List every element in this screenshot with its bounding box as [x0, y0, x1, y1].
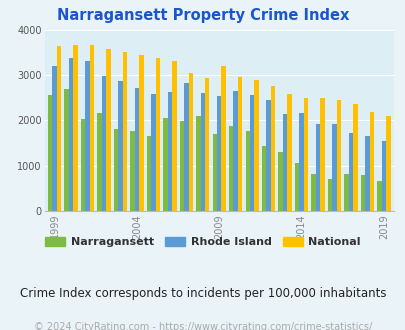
Bar: [48, 95, 52, 211]
Bar: [68, 58, 73, 211]
Bar: [261, 146, 266, 211]
Bar: [360, 175, 364, 211]
Bar: [151, 94, 155, 211]
Bar: [102, 76, 106, 211]
Bar: [200, 93, 205, 211]
Bar: [196, 116, 200, 211]
Bar: [320, 98, 324, 211]
Bar: [118, 81, 122, 211]
Bar: [233, 91, 237, 211]
Bar: [64, 89, 68, 211]
Bar: [376, 181, 381, 211]
Bar: [228, 126, 233, 211]
Bar: [183, 83, 188, 211]
Bar: [106, 49, 110, 211]
Bar: [221, 66, 225, 211]
Bar: [179, 121, 183, 211]
Bar: [245, 131, 249, 211]
Bar: [73, 45, 77, 211]
Bar: [134, 88, 139, 211]
Bar: [282, 114, 287, 211]
Text: Crime Index corresponds to incidents per 100,000 inhabitants: Crime Index corresponds to incidents per…: [20, 287, 385, 300]
Bar: [85, 61, 90, 211]
Bar: [130, 131, 134, 211]
Bar: [254, 80, 258, 211]
Bar: [90, 45, 94, 211]
Text: © 2024 CityRating.com - https://www.cityrating.com/crime-statistics/: © 2024 CityRating.com - https://www.city…: [34, 322, 371, 330]
Bar: [315, 124, 320, 211]
Bar: [278, 152, 282, 211]
Bar: [122, 52, 127, 211]
Bar: [270, 86, 275, 211]
Bar: [369, 112, 373, 211]
Bar: [163, 118, 167, 211]
Bar: [205, 78, 209, 211]
Bar: [331, 124, 336, 211]
Bar: [343, 174, 348, 211]
Bar: [146, 136, 151, 211]
Bar: [311, 174, 315, 211]
Bar: [97, 113, 102, 211]
Bar: [52, 66, 57, 211]
Bar: [217, 96, 221, 211]
Legend: Narragansett, Rhode Island, National: Narragansett, Rhode Island, National: [41, 233, 364, 252]
Bar: [167, 92, 172, 211]
Bar: [113, 129, 118, 211]
Text: Narragansett Property Crime Index: Narragansett Property Crime Index: [57, 8, 348, 23]
Bar: [139, 55, 143, 211]
Bar: [348, 133, 352, 211]
Bar: [57, 47, 61, 211]
Bar: [298, 113, 303, 211]
Bar: [172, 61, 176, 211]
Bar: [188, 73, 192, 211]
Bar: [155, 58, 160, 211]
Bar: [352, 104, 357, 211]
Bar: [287, 94, 291, 211]
Bar: [266, 100, 270, 211]
Bar: [385, 116, 390, 211]
Bar: [294, 163, 298, 211]
Bar: [336, 100, 340, 211]
Bar: [212, 134, 217, 211]
Bar: [303, 98, 307, 211]
Bar: [327, 180, 331, 211]
Bar: [364, 136, 369, 211]
Bar: [381, 141, 385, 211]
Bar: [249, 95, 254, 211]
Bar: [81, 118, 85, 211]
Bar: [237, 77, 242, 211]
